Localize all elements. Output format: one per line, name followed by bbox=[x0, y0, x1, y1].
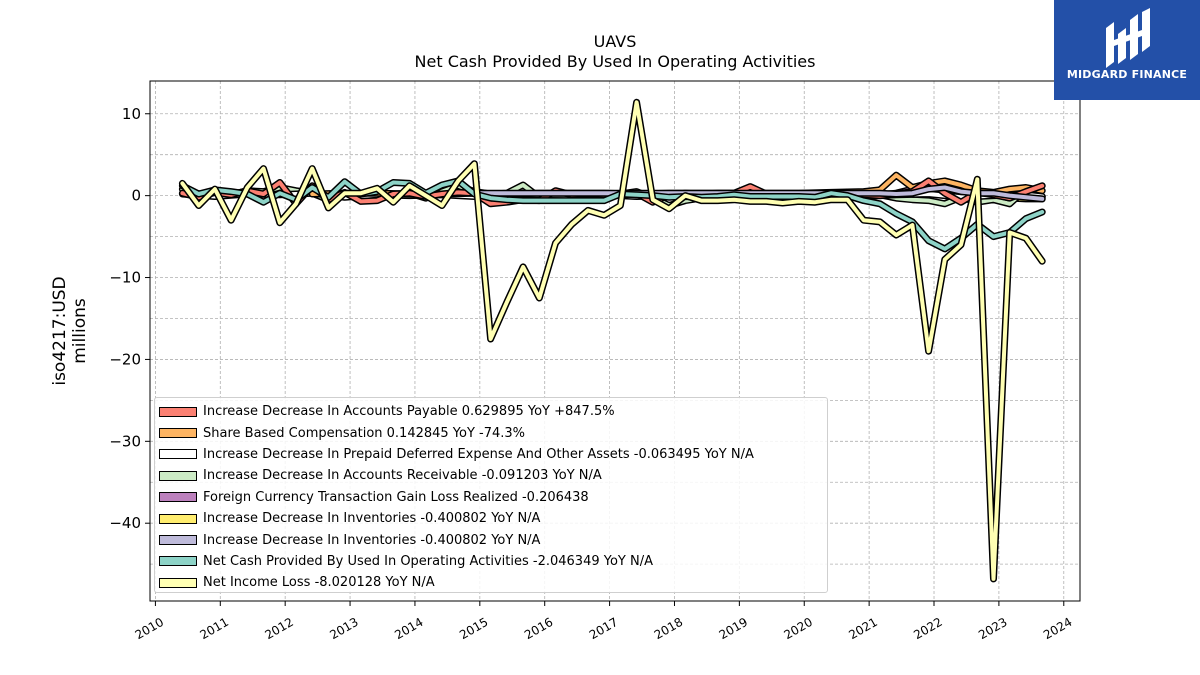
legend-item: Increase Decrease In Inventories -0.4008… bbox=[159, 529, 827, 550]
legend-label: Increase Decrease In Inventories -0.4008… bbox=[203, 511, 541, 527]
legend-item: Net Income Loss -8.020128 YoY N/A bbox=[159, 572, 827, 593]
y-tick-label: −30 bbox=[109, 432, 141, 450]
x-tick-label: 2015 bbox=[457, 615, 490, 642]
legend-swatch bbox=[159, 470, 197, 481]
x-tick-label: 2023 bbox=[976, 615, 1009, 642]
x-tick-label: 2016 bbox=[522, 615, 555, 642]
y-axis-label: iso4217:USD bbox=[50, 276, 70, 385]
legend-item: Net Cash Provided By Used In Operating A… bbox=[159, 551, 827, 572]
x-tick-label: 2010 bbox=[133, 615, 166, 642]
chart-subtitle: Net Cash Provided By Used In Operating A… bbox=[414, 52, 816, 71]
legend-swatch bbox=[159, 513, 197, 524]
legend-label: Share Based Compensation 0.142845 YoY -7… bbox=[203, 425, 526, 441]
x-tick-label: 2021 bbox=[846, 615, 879, 642]
y-tick-label: −10 bbox=[109, 269, 141, 287]
legend-label: Net Cash Provided By Used In Operating A… bbox=[203, 553, 653, 569]
legend-swatch bbox=[159, 577, 197, 588]
x-tick-label: 2020 bbox=[782, 615, 815, 642]
legend-label: Increase Decrease In Prepaid Deferred Ex… bbox=[203, 446, 754, 462]
x-tick-label: 2022 bbox=[911, 615, 944, 642]
legend-swatch bbox=[159, 535, 197, 546]
legend-swatch bbox=[159, 406, 197, 417]
plot-frame bbox=[149, 80, 1081, 602]
y-axis-label: millions bbox=[70, 298, 90, 364]
legend-swatch bbox=[159, 449, 197, 460]
legend-item: Increase Decrease In Inventories -0.4008… bbox=[159, 508, 827, 529]
legend-item: Increase Decrease In Accounts Receivable… bbox=[159, 465, 827, 486]
series-line bbox=[180, 100, 1045, 581]
x-tick-label: 2012 bbox=[262, 615, 295, 642]
x-tick-label: 2017 bbox=[587, 615, 620, 642]
legend-swatch bbox=[159, 556, 197, 567]
y-tick-label: −40 bbox=[109, 514, 141, 532]
logo-text: MIDGARD FINANCE bbox=[1066, 68, 1188, 81]
x-tick-label: 2014 bbox=[392, 615, 425, 642]
x-tick-label: 2024 bbox=[1041, 615, 1074, 642]
x-tick-label: 2013 bbox=[327, 615, 360, 642]
midgard-finance-logo: MIDGARD FINANCE bbox=[1054, 0, 1200, 100]
legend-item: Share Based Compensation 0.142845 YoY -7… bbox=[159, 422, 827, 443]
legend-label: Foreign Currency Transaction Gain Loss R… bbox=[203, 489, 589, 505]
legend-label: Increase Decrease In Accounts Payable 0.… bbox=[203, 404, 615, 420]
y-tick-label: 10 bbox=[122, 105, 141, 123]
x-tick-label: 2011 bbox=[198, 615, 231, 642]
legend-label: Increase Decrease In Inventories -0.4008… bbox=[203, 532, 541, 548]
y-tick-label: −20 bbox=[109, 350, 141, 368]
legend-item: Foreign Currency Transaction Gain Loss R… bbox=[159, 487, 827, 508]
x-tick-label: 2019 bbox=[717, 615, 750, 642]
legend-swatch bbox=[159, 492, 197, 503]
legend-label: Net Income Loss -8.020128 YoY N/A bbox=[203, 575, 435, 591]
chart-title: UAVS bbox=[593, 32, 637, 51]
y-tick-label: 0 bbox=[131, 187, 141, 205]
legend-swatch bbox=[159, 428, 197, 439]
chart-legend: Increase Decrease In Accounts Payable 0.… bbox=[154, 397, 828, 593]
legend-item: Increase Decrease In Accounts Payable 0.… bbox=[159, 401, 827, 422]
legend-label: Increase Decrease In Accounts Receivable… bbox=[203, 468, 602, 484]
x-tick-label: 2018 bbox=[652, 615, 685, 642]
legend-item: Increase Decrease In Prepaid Deferred Ex… bbox=[159, 444, 827, 465]
logo-mark-icon bbox=[1106, 8, 1150, 68]
